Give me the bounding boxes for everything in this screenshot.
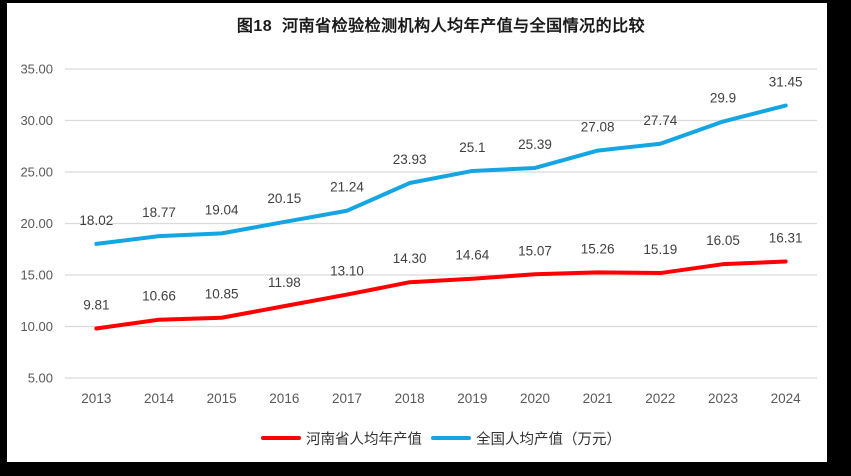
y-axis-tick-label: 25.00	[20, 165, 53, 180]
data-label: 14.64	[455, 248, 489, 263]
series-line-henan	[94, 259, 788, 331]
data-label: 15.07	[518, 243, 552, 258]
y-axis-tick-label: 15.00	[20, 268, 53, 283]
legend-label-national: 全国人均产值（万元）	[476, 431, 621, 448]
series-line-national	[94, 103, 788, 246]
legend-line-red	[261, 436, 301, 440]
x-axis-tick-label: 2015	[207, 391, 237, 406]
chart-legend: 河南省人均年产值 全国人均产值（万元）	[65, 427, 817, 449]
x-axis-tick-label: 2024	[771, 391, 802, 406]
legend-item-henan: 河南省人均年产值	[261, 428, 422, 449]
chart-container: 图18 河南省检验检测机构人均年产值与全国情况的比较 5.00 10.00 15.0…	[7, 3, 827, 462]
data-label: 19.04	[205, 202, 239, 217]
y-axis-tick-label: 10.00	[20, 319, 53, 334]
data-label: 9.81	[83, 297, 109, 312]
data-label: 10.85	[205, 287, 239, 302]
y-axis-tick-label: 30.00	[20, 113, 53, 128]
y-axis-tick-label: 20.00	[20, 216, 53, 231]
data-label: 21.24	[330, 180, 364, 195]
x-axis-tick-label: 2014	[144, 391, 175, 406]
data-label: 18.77	[142, 205, 176, 220]
data-label: 16.31	[769, 231, 803, 246]
data-label: 27.74	[643, 113, 677, 128]
data-label: 25.39	[518, 137, 552, 152]
x-axis-tick-label: 2017	[332, 391, 362, 406]
data-label: 15.19	[643, 242, 677, 257]
x-axis-tick-label: 2016	[269, 391, 299, 406]
data-label: 13.10	[330, 264, 364, 279]
data-label: 23.93	[393, 152, 427, 167]
x-axis-tick-label: 2022	[645, 391, 675, 406]
data-label: 10.66	[142, 289, 176, 304]
x-axis-tick-label: 2019	[457, 391, 487, 406]
data-label: 11.98	[268, 275, 301, 290]
data-label: 31.45	[769, 75, 803, 90]
chart-title: 图18 河南省检验检测机构人均年产值与全国情况的比较	[236, 18, 646, 35]
y-axis-tick-label: 35.00	[20, 62, 53, 77]
data-label: 15.26	[581, 241, 615, 256]
line-chart: 5.00 10.00 15.00 20.00 25.00 30.00 35.00 2013 20…	[20, 62, 817, 406]
data-label: 16.05	[706, 233, 740, 248]
x-axis-tick-label: 2023	[708, 391, 738, 406]
x-axis-tick-label: 2013	[81, 391, 111, 406]
x-axis-tick-label: 2018	[395, 391, 425, 406]
legend-line-blue	[431, 436, 471, 440]
data-label: 29.9	[710, 91, 736, 106]
data-label: 25.1	[459, 140, 485, 155]
x-axis-tick-label: 2020	[520, 391, 550, 406]
legend-label-henan: 河南省人均年产值	[306, 431, 422, 448]
legend-item-national: 全国人均产值（万元）	[431, 428, 621, 449]
data-label: 18.02	[79, 213, 113, 228]
x-axis-tick-label: 2021	[583, 391, 613, 406]
y-axis-tick-label: 5.00	[28, 371, 53, 386]
data-label: 20.15	[267, 191, 301, 206]
data-label: 14.30	[393, 251, 427, 266]
data-label: 27.08	[581, 120, 615, 135]
